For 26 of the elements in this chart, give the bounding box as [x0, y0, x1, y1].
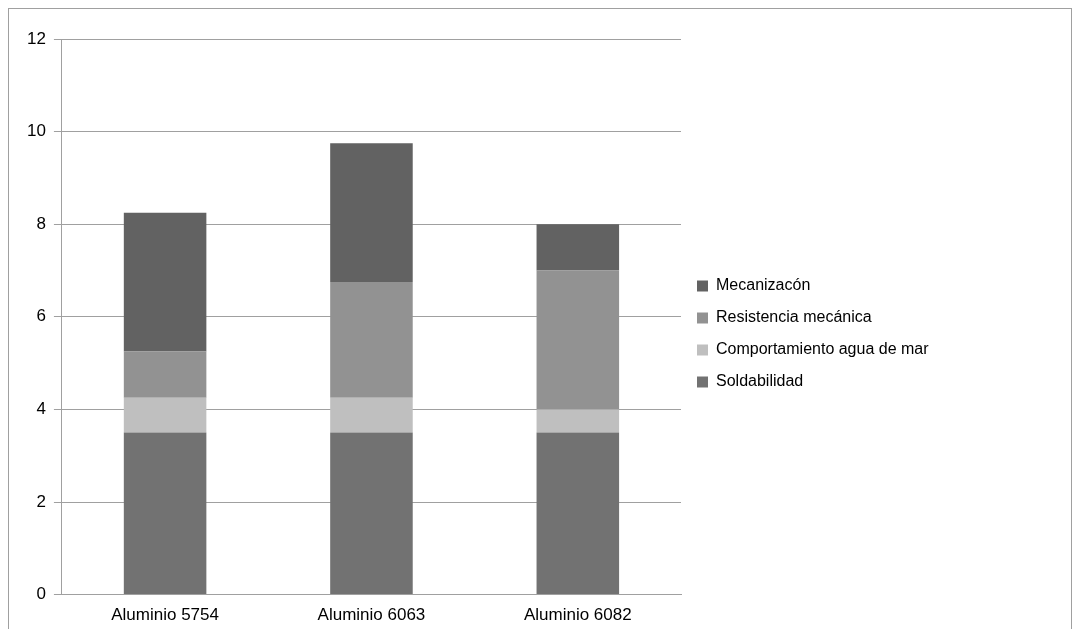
legend-label: Mecanizacón: [716, 276, 811, 294]
legend-label: Resistencia mecánica: [716, 308, 872, 326]
y-tick-label: 0: [36, 584, 46, 604]
x-tick-label: Aluminio 6063: [317, 605, 426, 625]
bar: [123, 432, 207, 595]
x-tick-label: Aluminio 5754: [111, 605, 219, 625]
bar: [123, 351, 207, 398]
bar: [536, 409, 620, 433]
bar: [330, 397, 413, 433]
y-tick-label: 12: [26, 28, 46, 48]
bar: [123, 212, 207, 352]
legend-label: Soldabilidad: [716, 372, 804, 390]
bar: [123, 397, 207, 433]
y-tick-label: 10: [26, 121, 46, 141]
bar: [330, 282, 413, 398]
bar: [330, 143, 413, 283]
x-tick-label: Aluminio 6082: [523, 605, 632, 625]
y-tick-label: 4: [36, 399, 46, 419]
y-tick-label: 2: [36, 491, 46, 511]
bar: [536, 432, 620, 595]
y-tick-label: 8: [36, 213, 46, 233]
bar: [536, 270, 620, 410]
bar: [536, 224, 620, 271]
legend-label: Comportamiento agua de mar: [716, 340, 930, 358]
y-tick-label: 6: [36, 306, 46, 326]
bar: [330, 432, 413, 595]
